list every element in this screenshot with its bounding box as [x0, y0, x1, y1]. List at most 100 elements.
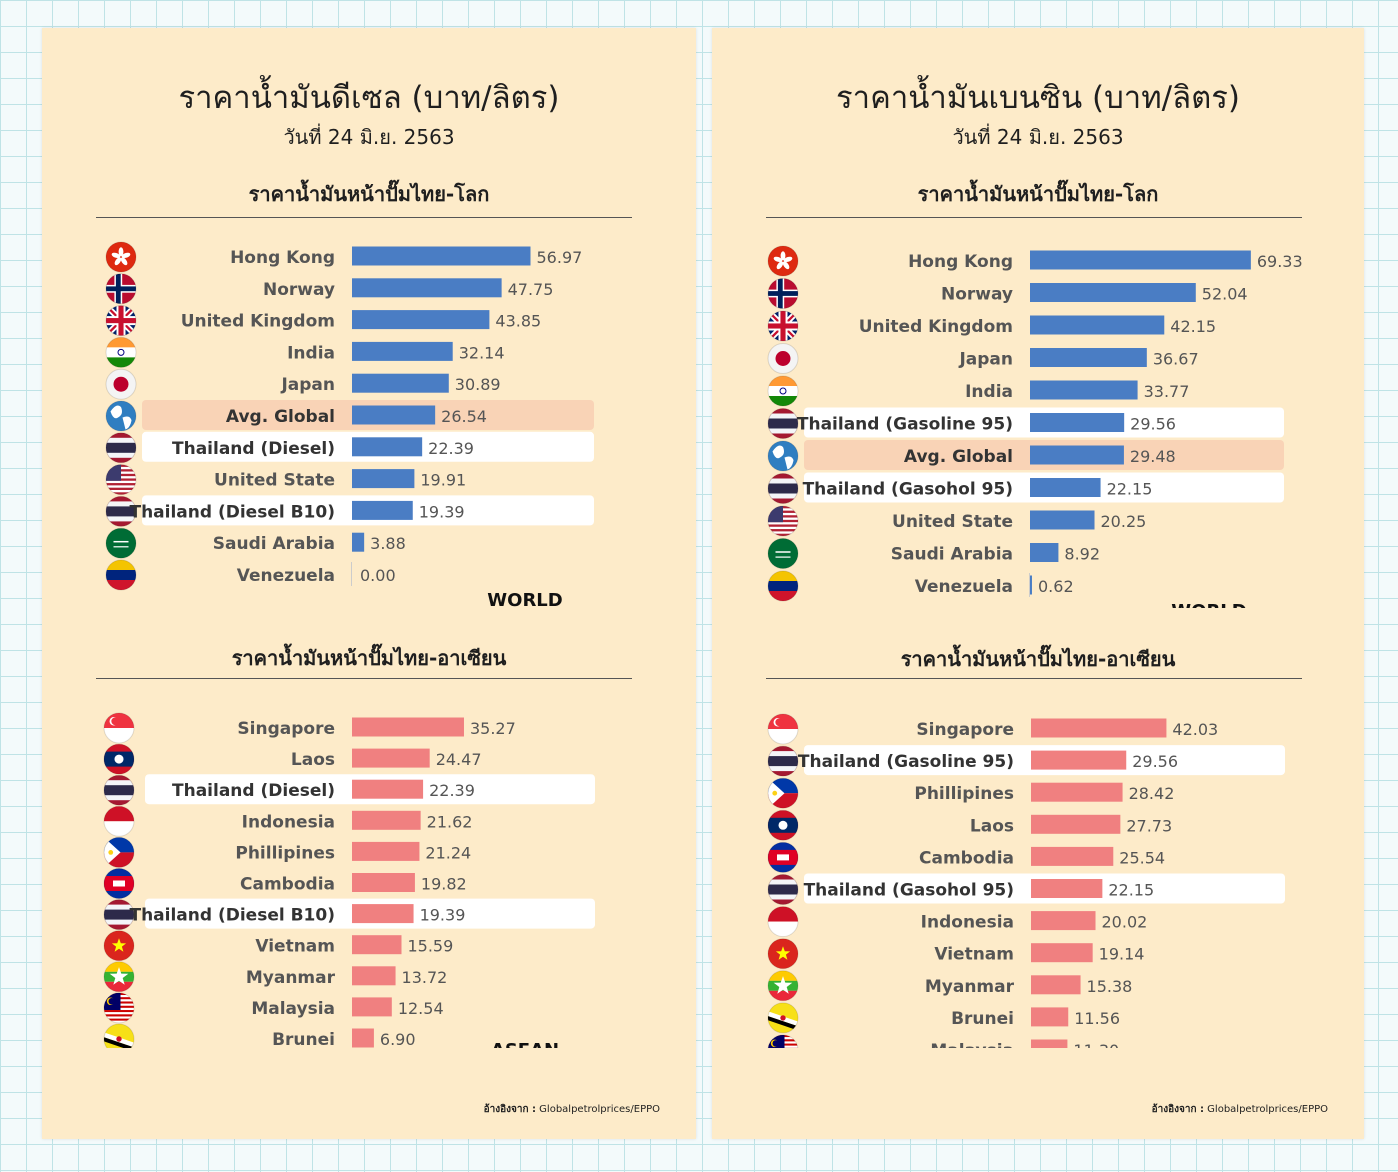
myanmar-flag-icon	[103, 961, 135, 993]
category-label: India	[287, 343, 335, 363]
category-label: Vietnam	[934, 945, 1014, 965]
thailand-flag-icon	[103, 774, 135, 806]
value-label: 43.85	[495, 312, 541, 331]
bar-row: Thailand (Gasohol 95) 22.15	[767, 873, 1285, 905]
diesel-world-chart: Hong Kong 56.97 Norway 47.75 United Kingdom 4…	[105, 241, 594, 608]
indonesia-flag-icon	[767, 906, 799, 938]
bar	[352, 779, 424, 799]
philippines-flag-icon	[103, 836, 135, 868]
category-label: Myanmar	[246, 968, 336, 988]
norway-flag-icon	[105, 273, 137, 305]
bar-row: Myanmar 13.72	[103, 961, 448, 993]
hongkong-flag-icon	[105, 241, 137, 273]
category-label: Malaysia	[930, 1041, 1014, 1048]
diesel-asean-rule	[96, 678, 632, 679]
bar-row: Avg. Global 26.54	[105, 400, 594, 432]
value-label: 21.62	[427, 812, 473, 831]
bar-row: Saudi Arabia 3.88	[105, 527, 406, 559]
bar	[1030, 445, 1124, 465]
vietnam-flag-icon	[103, 930, 135, 962]
value-label: 0.00	[360, 566, 396, 585]
bar	[352, 373, 449, 393]
value-label: 19.14	[1099, 945, 1145, 964]
cambodia-flag-icon	[767, 841, 799, 873]
venezuela-flag-icon	[767, 570, 799, 602]
value-label: 0.62	[1038, 577, 1074, 596]
bar	[352, 500, 413, 520]
category-label: Brunei	[951, 1009, 1014, 1029]
bar	[1031, 782, 1123, 802]
diesel-source-text: Globalpetrolprices/EPPO	[539, 1104, 660, 1115]
bar-row: Vietnam 15.59	[103, 930, 453, 962]
bar	[352, 1028, 374, 1048]
norway-flag-icon	[767, 278, 799, 309]
gasoline-panel: ราคาน้ำมันเบนซิน (บาท/ลิตร) วันที่ 24 มิ…	[712, 28, 1364, 1139]
bar-row: Hong Kong 56.97	[105, 241, 583, 273]
category-label: Brunei	[272, 1030, 335, 1048]
category-label: United State	[892, 512, 1013, 532]
value-label: 29.48	[1130, 447, 1176, 466]
bar-row: Norway 47.75	[105, 273, 553, 305]
category-label: Laos	[291, 750, 335, 770]
bar-row: Thailand (Diesel) 22.39	[103, 774, 595, 806]
value-label: 32.14	[459, 343, 505, 362]
category-label: Avg. Global	[904, 447, 1013, 467]
gasoline-asean-title: ราคาน้ำมันหน้าปั๊มไทย-อาเซียน	[900, 647, 1176, 671]
saudi-flag-icon	[105, 527, 137, 559]
value-label: 42.03	[1172, 720, 1218, 739]
category-label: India	[965, 382, 1013, 402]
thailand-flag-icon	[767, 408, 799, 439]
usa-flag-icon	[767, 505, 799, 537]
bar	[1031, 718, 1167, 738]
bar	[352, 810, 421, 830]
category-label: Indonesia	[921, 913, 1014, 933]
bar	[1030, 380, 1138, 400]
bar	[1030, 575, 1032, 595]
diesel-panel: ราคาน้ำมันดีเซล (บาท/ลิตร) วันที่ 24 มิ.…	[42, 28, 696, 1139]
zero-axis	[351, 562, 352, 586]
value-label: 42.15	[1170, 317, 1216, 336]
gasoline-date: วันที่ 24 มิ.ย. 2563	[952, 125, 1124, 149]
category-label: Thailand (Gasohol 95)	[804, 881, 1014, 901]
bar-row: Venezuela 0.00	[105, 559, 396, 591]
diesel-source-label: อ้างอิงจาก :	[483, 1104, 536, 1115]
bar	[1031, 943, 1093, 963]
category-label: Hong Kong	[908, 252, 1013, 272]
value-label: 56.97	[537, 248, 583, 267]
value-label: 20.02	[1102, 913, 1148, 932]
category-label: Malaysia	[251, 999, 335, 1019]
bar-row: United State 20.25	[767, 505, 1146, 537]
category-label: Laos	[970, 816, 1014, 836]
gasoline-asean-rule	[766, 678, 1302, 679]
value-label: 11.30	[1073, 1041, 1119, 1048]
diesel-asean-title: ราคาน้ำมันหน้าปั๊มไทย-อาเซียน	[231, 646, 507, 670]
value-label: 19.82	[421, 875, 467, 894]
value-label: 22.39	[428, 439, 474, 458]
gasoline-source-text: Globalpetrolprices/EPPO	[1207, 1104, 1328, 1115]
value-label: 8.92	[1064, 545, 1100, 564]
value-label: 13.72	[402, 968, 448, 987]
bar-row: Japan 30.89	[105, 368, 501, 400]
category-label: Cambodia	[919, 848, 1014, 868]
category-label: Thailand (Diesel)	[172, 439, 335, 459]
chart-tag: WORLD	[487, 590, 562, 608]
bar-row: Indonesia 20.02	[767, 906, 1148, 938]
category-label: Singapore	[237, 719, 335, 739]
gasoline-source-label: อ้างอิงจาก :	[1151, 1104, 1204, 1115]
chart-tag: ASEAN	[1175, 1046, 1243, 1048]
chart-tag: ASEAN	[491, 1040, 559, 1048]
brunei-flag-icon	[767, 1002, 799, 1034]
myanmar-flag-icon	[767, 970, 799, 1002]
bar-row: Cambodia 19.82	[103, 868, 467, 899]
category-label: Venezuela	[237, 566, 335, 586]
japan-flag-icon	[105, 368, 137, 400]
category-label: Myanmar	[925, 977, 1015, 997]
bar	[1031, 750, 1127, 770]
bar-row: Japan 36.67	[767, 343, 1199, 374]
bar-row: India 33.77	[767, 375, 1189, 407]
gasoline-world-rule	[766, 217, 1302, 218]
bar-row: Cambodia 25.54	[767, 841, 1165, 873]
singapore-flag-icon	[767, 713, 799, 745]
bar	[1031, 879, 1103, 898]
value-label: 27.73	[1126, 816, 1172, 835]
